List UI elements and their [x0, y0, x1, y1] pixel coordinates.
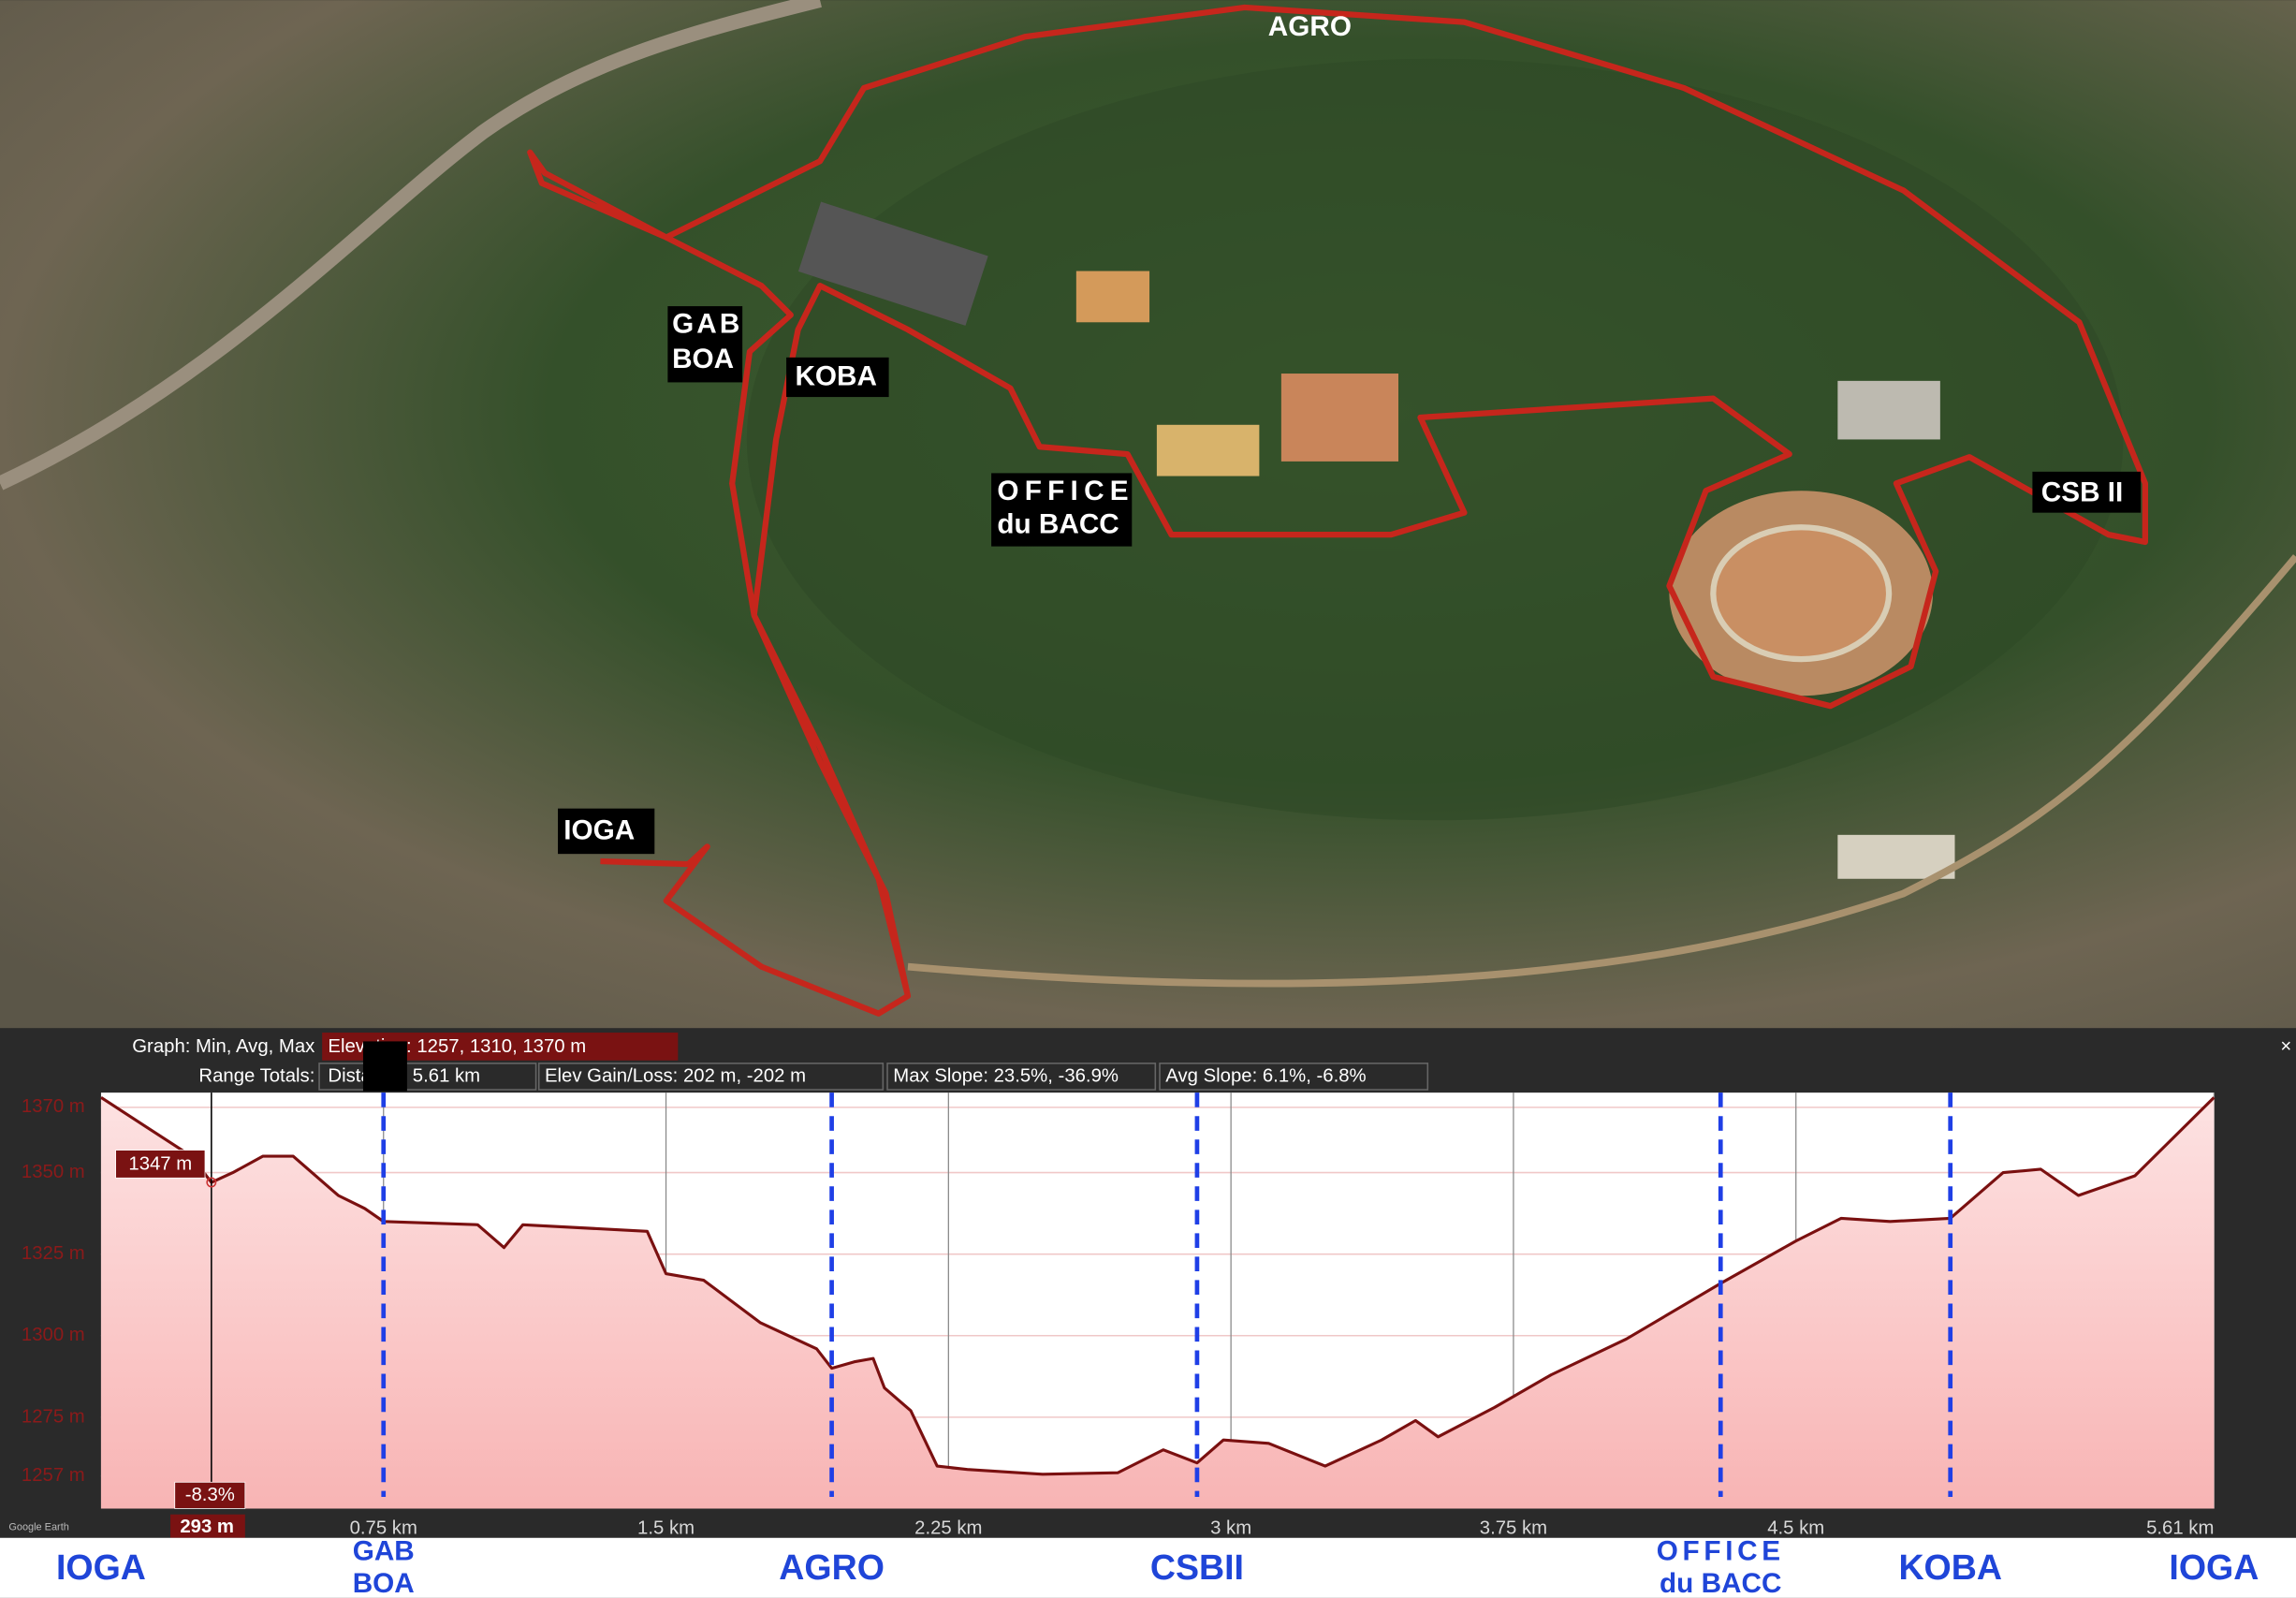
x-tick-label: 4.5 km — [1767, 1518, 1824, 1539]
stat-box — [537, 1063, 885, 1091]
road — [0, 0, 822, 491]
place-strip — [0, 1537, 2296, 1598]
y-tick-label: 1370 m — [22, 1096, 85, 1117]
building — [1837, 834, 1955, 879]
y-tick-label: 1325 m — [22, 1243, 85, 1264]
map[interactable]: AGRO GAB BOA KOBA OFFICE du BACC CSB II IO… — [0, 0, 2296, 1029]
place-label: GAB BOA — [353, 1535, 415, 1598]
building — [1075, 271, 1150, 323]
cursor-label-box — [170, 1514, 245, 1538]
map-label-line: AGRO — [1268, 11, 1352, 42]
cursor-point — [206, 1177, 217, 1188]
place-label: IOGA — [2169, 1547, 2259, 1587]
avg-slope-stat: Avg Slope: 6.1%, -6.8% — [1165, 1065, 1366, 1086]
gain-loss-stat: Elev Gain/Loss: 202 m, -202 m — [545, 1065, 806, 1086]
range-totals-label: Range Totals: — [198, 1065, 314, 1086]
place-label: AGRO — [779, 1547, 885, 1587]
map-label: GAB BOA — [672, 308, 742, 374]
road — [907, 554, 2296, 988]
building — [1837, 380, 1940, 440]
map-label-line: OFFICE — [997, 476, 1134, 506]
label-box — [667, 306, 743, 383]
x-tick-label: 2.25 km — [914, 1518, 982, 1539]
place-label-line: IOGA — [56, 1547, 146, 1587]
place-label-line: OFFICE — [1657, 1535, 1785, 1566]
area-fill — [100, 1097, 2215, 1509]
building — [797, 201, 988, 326]
stat-box — [886, 1063, 1157, 1091]
y-tick-label: 1275 m — [22, 1406, 85, 1427]
map-label-line: IOGA — [563, 815, 635, 846]
map-label: CSB II — [2041, 476, 2124, 507]
track — [1710, 524, 1893, 663]
place-label: IOGA — [56, 1547, 146, 1587]
map-label: OFFICE du BACC — [997, 476, 1134, 540]
map-label-line: GAB — [672, 308, 742, 339]
place-label-line: IOGA — [2169, 1547, 2259, 1587]
close-button[interactable]: × — [2280, 1036, 2291, 1057]
map-label: IOGA — [563, 815, 635, 846]
place-label: KOBA — [1898, 1547, 2002, 1587]
map-label: KOBA — [795, 361, 877, 392]
label-box — [558, 808, 655, 855]
y-tick-label: 1350 m — [22, 1162, 85, 1182]
cursor-label-box — [174, 1481, 246, 1509]
field — [1280, 374, 1399, 462]
redaction — [362, 1041, 407, 1092]
stat-box — [318, 1063, 537, 1091]
place-label-line: BOA — [353, 1568, 415, 1598]
place-label-line: CSBII — [1150, 1547, 1244, 1587]
map-label-line: BOA — [672, 344, 734, 374]
label-box — [991, 473, 1133, 547]
place-label: OFFICE du BACC — [1657, 1535, 1785, 1598]
y-tick-label: 1300 m — [22, 1325, 85, 1345]
cursor-slope: -8.3% — [185, 1485, 235, 1505]
x-tick-label: 5.61 km — [2146, 1518, 2214, 1539]
map-label: AGRO — [1268, 11, 1352, 42]
x-tick-label: 3.75 km — [1480, 1518, 1547, 1539]
place-labels: IOGA GAB BOA AGRO CSBII OFFICE du BACC KOBA IOGA — [56, 1535, 2259, 1598]
place-label: CSBII — [1150, 1547, 1244, 1587]
label-box — [2032, 471, 2142, 513]
label-box — [786, 357, 889, 398]
stat-box — [1159, 1063, 1429, 1091]
max-slope-stat: Max Slope: 23.5%, -36.9% — [893, 1065, 1119, 1086]
map-label-line: CSB II — [2041, 476, 2124, 507]
place-label-line: KOBA — [1898, 1547, 2002, 1587]
map-label-line: KOBA — [795, 361, 877, 392]
y-tick-label: 1257 m — [22, 1465, 85, 1486]
x-tick-label: 1.5 km — [637, 1518, 695, 1539]
plot: 1257 m 1275 m 1300 m 1325 m 1350 m 1370 m 0.75… — [22, 1092, 2216, 1539]
cursor-distance: 293 m — [180, 1517, 234, 1537]
graph-label: Graph: Min, Avg, Max — [132, 1036, 314, 1057]
attribution: Google Earth — [8, 1522, 68, 1533]
elevation-line — [100, 1096, 2216, 1476]
x-tick-label: 0.75 km — [350, 1518, 417, 1539]
route — [527, 4, 2148, 1017]
map-label-line: du BACC — [997, 509, 1119, 540]
place-label-line: AGRO — [779, 1547, 885, 1587]
cursor-label-box — [115, 1150, 206, 1179]
cursor-elevation: 1347 m — [128, 1154, 192, 1175]
place-label-line: GAB — [353, 1535, 415, 1566]
x-tick-label: 3 km — [1210, 1518, 1251, 1539]
building — [1156, 424, 1260, 476]
place-label-line: du BACC — [1660, 1568, 1781, 1598]
